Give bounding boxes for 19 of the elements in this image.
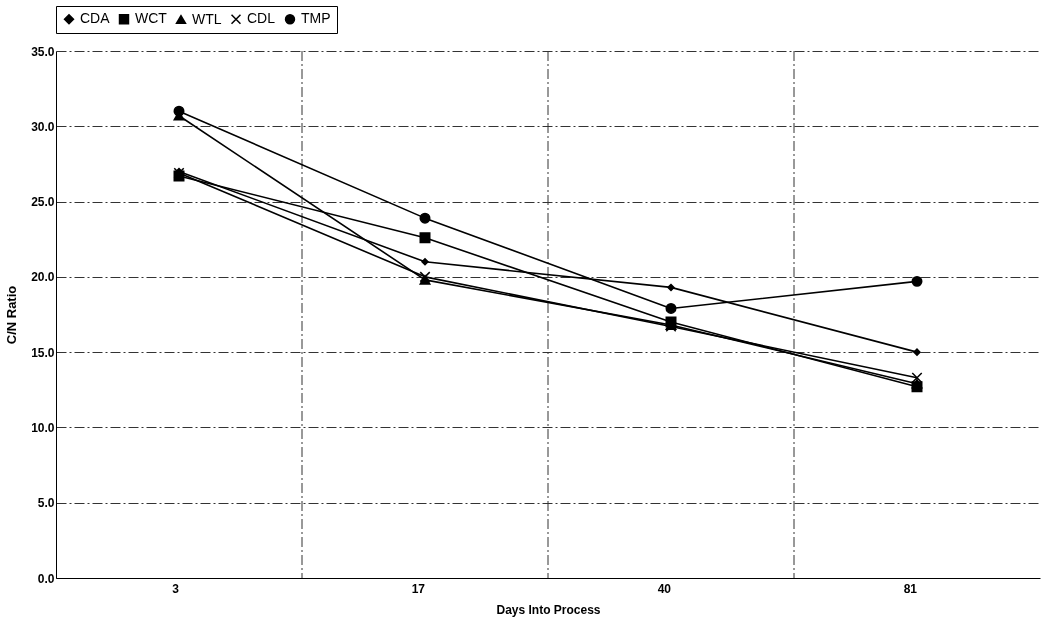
- x-axis-title: Days Into Process: [496, 602, 601, 617]
- y-tick-label: 35.0: [31, 44, 55, 59]
- legend-label: WTL: [192, 10, 222, 27]
- legend-label: CDA: [80, 10, 111, 27]
- y-tick-label: 30.0: [31, 119, 55, 134]
- y-axis-title: C/N Ratio: [4, 285, 20, 345]
- x-tick-label: 81: [903, 581, 918, 596]
- x-tick-label: 3: [172, 581, 180, 596]
- y-tick-label: 5.0: [37, 496, 55, 511]
- y-tick-label: 10.0: [31, 420, 55, 435]
- y-tick-label: 20.0: [31, 270, 55, 285]
- legend-label: WCT: [135, 10, 168, 27]
- y-tick-label: 15.0: [31, 345, 55, 360]
- legend-label: CDL: [247, 10, 276, 27]
- legend-label: TMP: [301, 10, 331, 27]
- x-tick-label: 40: [657, 581, 672, 596]
- y-tick-label: 0.0: [37, 571, 55, 586]
- x-tick-label: 17: [411, 581, 426, 596]
- y-tick-label: 25.0: [31, 195, 55, 210]
